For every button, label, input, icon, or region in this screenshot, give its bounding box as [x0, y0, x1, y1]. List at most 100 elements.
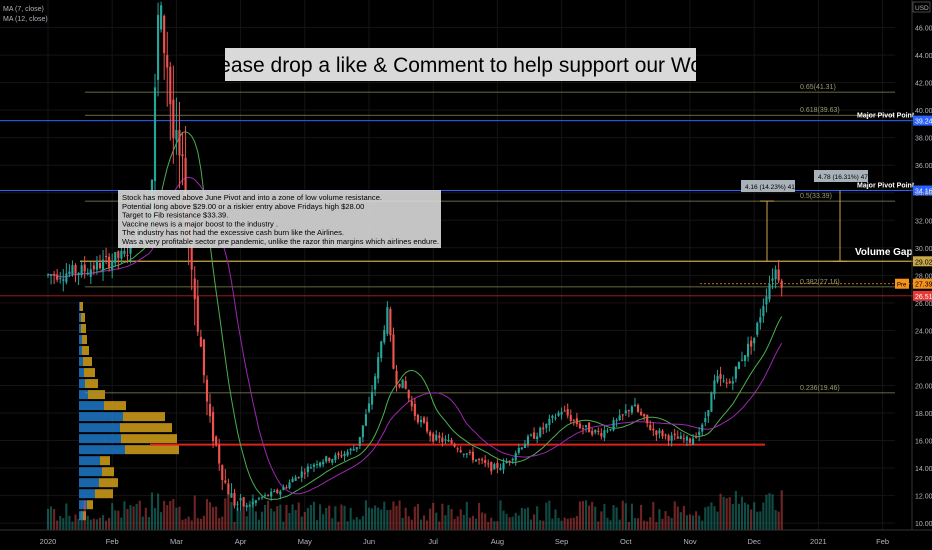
volume-bar — [71, 521, 74, 530]
candle-body — [578, 423, 582, 428]
candle-body — [459, 450, 462, 453]
volume-bar — [233, 521, 236, 530]
candle-body — [630, 406, 633, 413]
volume-bar — [759, 511, 762, 530]
candle-body — [713, 380, 716, 395]
volume-bar — [184, 518, 187, 530]
fib-level-label: 0.382(27.16) — [800, 279, 840, 286]
volume-profile-bar-down — [82, 335, 87, 345]
volume-bar — [297, 502, 300, 530]
candle-body — [523, 443, 526, 448]
volume-bar — [53, 509, 56, 530]
volume-bar — [471, 515, 475, 530]
candle-body — [649, 424, 652, 430]
volume-bar — [120, 517, 123, 530]
volume-profile-bar-down — [80, 301, 83, 311]
volume-bar — [542, 520, 545, 530]
volume-bar — [777, 511, 780, 530]
resistance-price-tag — [913, 256, 932, 267]
candle-body — [358, 437, 361, 447]
note-line: Was a very profitable sector pre pandemi… — [122, 237, 439, 246]
candle-body — [111, 261, 114, 270]
volume-profile-bar-down — [125, 445, 179, 455]
candle-body — [263, 495, 267, 497]
candle-body — [640, 411, 643, 415]
candle-body — [502, 463, 505, 470]
volume-bar — [780, 490, 783, 530]
candle-body — [221, 465, 224, 481]
candle-body — [126, 254, 129, 256]
volume-bar — [413, 506, 416, 530]
time-axis: 2020 Feb Mar Apr May Jun Jul Aug Sep Oct Nov Dec 202… — [0, 529, 932, 546]
volume-bar — [242, 504, 245, 530]
candle-body — [743, 355, 747, 361]
volume-profile-bar-down — [87, 500, 93, 510]
volume-bar — [62, 518, 65, 530]
time-axis-tick: Feb — [876, 537, 889, 546]
candle-body — [68, 271, 71, 275]
volume-bar — [74, 514, 77, 530]
volume-bar — [572, 517, 575, 530]
candle-body — [80, 265, 83, 276]
candle-body — [227, 483, 230, 495]
volume-profile-bar-up — [79, 368, 84, 378]
candle-body — [196, 296, 199, 332]
candle-body — [615, 419, 618, 421]
volume-profile-bar-down — [102, 467, 114, 477]
note-line: Stock has moved above June Pivot and int… — [122, 193, 382, 202]
volume-bar — [322, 514, 325, 530]
candle-body — [594, 429, 597, 433]
volume-bar — [49, 506, 53, 530]
volume-bar — [499, 500, 502, 530]
volume-bar — [230, 502, 233, 530]
volume-bar — [422, 515, 426, 530]
candle-body — [169, 66, 172, 105]
volume-bar — [768, 493, 771, 530]
volume-bar — [707, 506, 710, 530]
volume-bar — [315, 520, 319, 530]
candle-body — [65, 273, 68, 283]
volume-bar — [517, 515, 520, 530]
volume-bar — [691, 515, 695, 530]
volume-bar — [163, 500, 166, 530]
volume-bar — [215, 506, 218, 530]
price-axis-tick: 10.00 — [915, 521, 932, 528]
volume-bar — [756, 511, 759, 530]
candle-body — [230, 493, 233, 498]
indicator-legend-item: MA (7, close) — [3, 6, 44, 13]
candle-body — [392, 334, 395, 369]
volume-bar — [438, 521, 441, 530]
candle-body — [355, 447, 358, 450]
volume-profile-bar-down — [88, 390, 105, 400]
candle-body — [701, 424, 704, 432]
volume-bar — [554, 509, 557, 530]
candle-body — [46, 274, 50, 276]
volume-profile-bar-down — [121, 434, 177, 444]
volume-bar — [603, 504, 606, 530]
volume-bar — [404, 507, 407, 530]
volume-profile-bar-down — [95, 489, 113, 499]
volume-bar — [462, 514, 465, 530]
candle-body — [282, 487, 285, 491]
volume-bar — [740, 496, 744, 530]
candle-body — [193, 278, 196, 300]
candle-body — [190, 241, 193, 270]
volume-bar — [175, 507, 178, 530]
volume-profile-bar-up — [79, 379, 85, 389]
volume-bar — [737, 503, 740, 530]
candle-body — [163, 15, 166, 54]
candle-body — [526, 436, 530, 445]
volume-bar — [251, 494, 254, 530]
candle-body — [364, 414, 368, 426]
candle-body — [661, 430, 664, 437]
volume-bar — [181, 519, 184, 530]
volume-bar — [474, 518, 478, 530]
volume-bar — [609, 520, 612, 530]
candle-body — [401, 379, 404, 389]
candle-body — [658, 430, 661, 434]
volume-bar — [380, 509, 383, 530]
volume-bar — [484, 513, 487, 530]
candle-body — [245, 505, 248, 508]
candle-body — [309, 467, 312, 469]
